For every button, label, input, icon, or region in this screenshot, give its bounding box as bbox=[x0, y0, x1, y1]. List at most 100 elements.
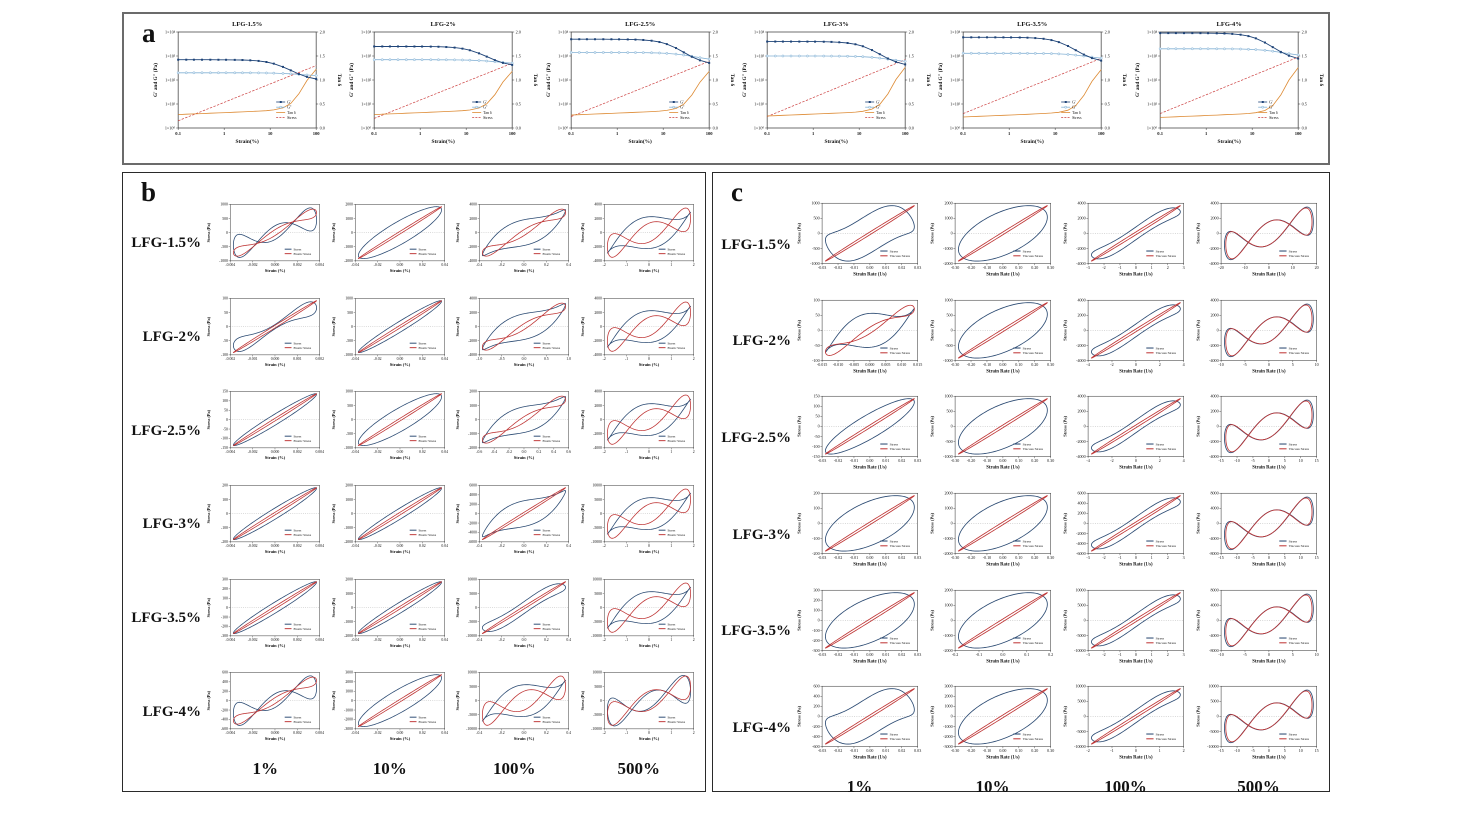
legend-label: Stress bbox=[680, 116, 690, 120]
svg-text:500: 500 bbox=[814, 216, 820, 221]
legend-label: G'' bbox=[1072, 106, 1077, 110]
legend-label: Stress bbox=[418, 341, 427, 345]
lissajous-chart-LFG-2%-1%: -0.002 -0.001 0.000 0.001 0.002 -100 -50 0 50 100… bbox=[203, 291, 328, 385]
svg-text:2: 2 bbox=[692, 731, 694, 735]
y2-axis-label: Tan δ bbox=[336, 74, 342, 87]
lissajous-chart-LFG-2.5%-500%: -15 -10 -5 0 5 10 15 -4000 -2000 0 2000 4000 Strain … bbox=[1192, 390, 1325, 487]
y-axis-label: Stress (Pa) bbox=[929, 609, 934, 630]
svg-text:0: 0 bbox=[226, 699, 228, 703]
svg-text:5000: 5000 bbox=[1078, 699, 1086, 704]
x-axis-label: Strain Rate (1/s) bbox=[853, 562, 887, 567]
svg-text:0.005: 0.005 bbox=[881, 362, 890, 367]
svg-text:0: 0 bbox=[818, 327, 820, 332]
svg-text:200: 200 bbox=[222, 587, 228, 591]
x-axis-label: Strain (%) bbox=[514, 268, 535, 273]
legend-label: Viscous Stress bbox=[1289, 254, 1310, 258]
svg-text:0: 0 bbox=[818, 521, 820, 526]
svg-text:2000: 2000 bbox=[469, 310, 477, 314]
y-axis-label: Stress (Pa) bbox=[579, 503, 584, 523]
legend-label: Viscous Stress bbox=[1289, 544, 1310, 548]
svg-text:-0.30: -0.30 bbox=[951, 458, 959, 463]
svg-text:-0.30: -0.30 bbox=[951, 362, 959, 367]
x-axis-label: Strain Rate (1/s) bbox=[1119, 562, 1153, 567]
x-axis-label: Strain Rate (1/s) bbox=[1252, 272, 1286, 277]
y-axis-label: Stress (Pa) bbox=[1062, 706, 1067, 727]
legend-label: Stress bbox=[1289, 539, 1298, 543]
legend-label: Elastic Stress bbox=[542, 252, 560, 256]
legend-label: Stress bbox=[1023, 732, 1032, 736]
x-axis-label: Strain Rate (1/s) bbox=[1252, 369, 1286, 374]
svg-text:0.000: 0.000 bbox=[271, 357, 280, 361]
svg-text:0.00: 0.00 bbox=[396, 450, 403, 454]
svg-text:0.1: 0.1 bbox=[372, 131, 378, 136]
y-axis-label: Stress (Pa) bbox=[455, 316, 460, 336]
svg-text:0.2: 0.2 bbox=[544, 263, 549, 267]
svg-text:-10: -10 bbox=[1218, 652, 1223, 657]
svg-text:0.0: 0.0 bbox=[320, 126, 325, 131]
svg-text:300: 300 bbox=[222, 577, 228, 581]
svg-text:10000: 10000 bbox=[592, 671, 602, 675]
svg-text:10: 10 bbox=[1250, 131, 1255, 136]
svg-text:0: 0 bbox=[1084, 617, 1086, 622]
row-label-LFG-2.5%: LFG-2.5% bbox=[131, 422, 201, 439]
x-axis-label: Strain(%) bbox=[235, 138, 259, 145]
svg-text:0: 0 bbox=[475, 699, 477, 703]
svg-text:0.002: 0.002 bbox=[315, 357, 324, 361]
svg-text:-300: -300 bbox=[812, 647, 819, 652]
svg-text:-0.4: -0.4 bbox=[476, 731, 482, 735]
svg-text:2000: 2000 bbox=[594, 217, 602, 221]
svg-text:-0.002: -0.002 bbox=[248, 731, 258, 735]
svg-text:-0.4: -0.4 bbox=[491, 450, 497, 454]
lissajous-svg: -2 -1 0 1 2 -4000 -2000 0 2000 4000 Strain (%) Stre… bbox=[579, 390, 694, 460]
x-axis-label: Strain Rate (1/s) bbox=[986, 756, 1020, 761]
legend-label: Elastic Stress bbox=[293, 533, 311, 537]
legend-label: Viscous Stress bbox=[890, 447, 911, 451]
x-axis-label: Strain Rate (1/s) bbox=[1252, 659, 1286, 664]
svg-text:3000: 3000 bbox=[345, 671, 353, 675]
svg-text:2.0: 2.0 bbox=[712, 30, 717, 35]
svg-text:0: 0 bbox=[1268, 555, 1270, 560]
legend-label: Viscous Stress bbox=[1023, 254, 1044, 258]
svg-text:10: 10 bbox=[857, 131, 862, 136]
svg-text:100: 100 bbox=[814, 506, 820, 511]
svg-text:0: 0 bbox=[351, 606, 353, 610]
svg-text:-5: -5 bbox=[1251, 748, 1254, 753]
svg-text:2: 2 bbox=[1159, 458, 1161, 463]
svg-text:500: 500 bbox=[222, 217, 228, 221]
legend-label: Stress bbox=[1156, 636, 1165, 640]
svg-text:-5: -5 bbox=[1243, 652, 1246, 657]
svg-text:1×10⁰: 1×10⁰ bbox=[557, 126, 568, 131]
chart-title: LFG-3% bbox=[824, 21, 849, 28]
y-axis-label: G' and G'' (Pa) bbox=[152, 63, 159, 97]
svg-text:-1000: -1000 bbox=[344, 620, 353, 624]
legend-label: Tan δ bbox=[1072, 111, 1081, 115]
svg-text:0.1: 0.1 bbox=[568, 131, 574, 136]
lissajous-svg: -2 -1 0 1 2 -4000 -2000 0 2000 4000 Strain (%) Stre… bbox=[579, 203, 694, 273]
y2-axis-label: Tan δ bbox=[925, 74, 931, 87]
svg-text:0: 0 bbox=[1217, 231, 1219, 236]
svg-text:-5000: -5000 bbox=[593, 713, 602, 717]
svg-text:0.0: 0.0 bbox=[522, 450, 527, 454]
svg-text:100: 100 bbox=[902, 131, 910, 136]
svg-text:-2000: -2000 bbox=[943, 551, 952, 556]
y-axis-label: Stress (Pa) bbox=[455, 691, 460, 711]
svg-text:0: 0 bbox=[818, 714, 820, 719]
svg-text:0.1: 0.1 bbox=[175, 131, 181, 136]
svg-text:0.004: 0.004 bbox=[315, 544, 324, 548]
svg-text:0.5: 0.5 bbox=[544, 357, 549, 361]
svg-text:1000: 1000 bbox=[345, 217, 353, 221]
svg-text:0: 0 bbox=[648, 263, 650, 267]
svg-text:5000: 5000 bbox=[1078, 602, 1086, 607]
svg-text:-10000: -10000 bbox=[1207, 744, 1218, 749]
lissajous-svg: -1.0 -0.5 0.0 0.5 1.0 -4000 -2000 0 2000 4000 Stra… bbox=[455, 296, 571, 366]
svg-text:0: 0 bbox=[600, 325, 602, 329]
legend-label: Elastic Stress bbox=[667, 533, 685, 537]
svg-text:-1000: -1000 bbox=[943, 357, 952, 362]
legend-label: G' bbox=[876, 100, 880, 104]
y-axis-label: Stress (Pa) bbox=[1195, 609, 1200, 630]
svg-text:1: 1 bbox=[670, 263, 672, 267]
svg-text:0.00: 0.00 bbox=[396, 638, 403, 642]
svg-text:1.0: 1.0 bbox=[1301, 78, 1306, 83]
row-label-LFG-2%: LFG-2% bbox=[732, 333, 791, 350]
svg-text:5000: 5000 bbox=[1211, 699, 1219, 704]
